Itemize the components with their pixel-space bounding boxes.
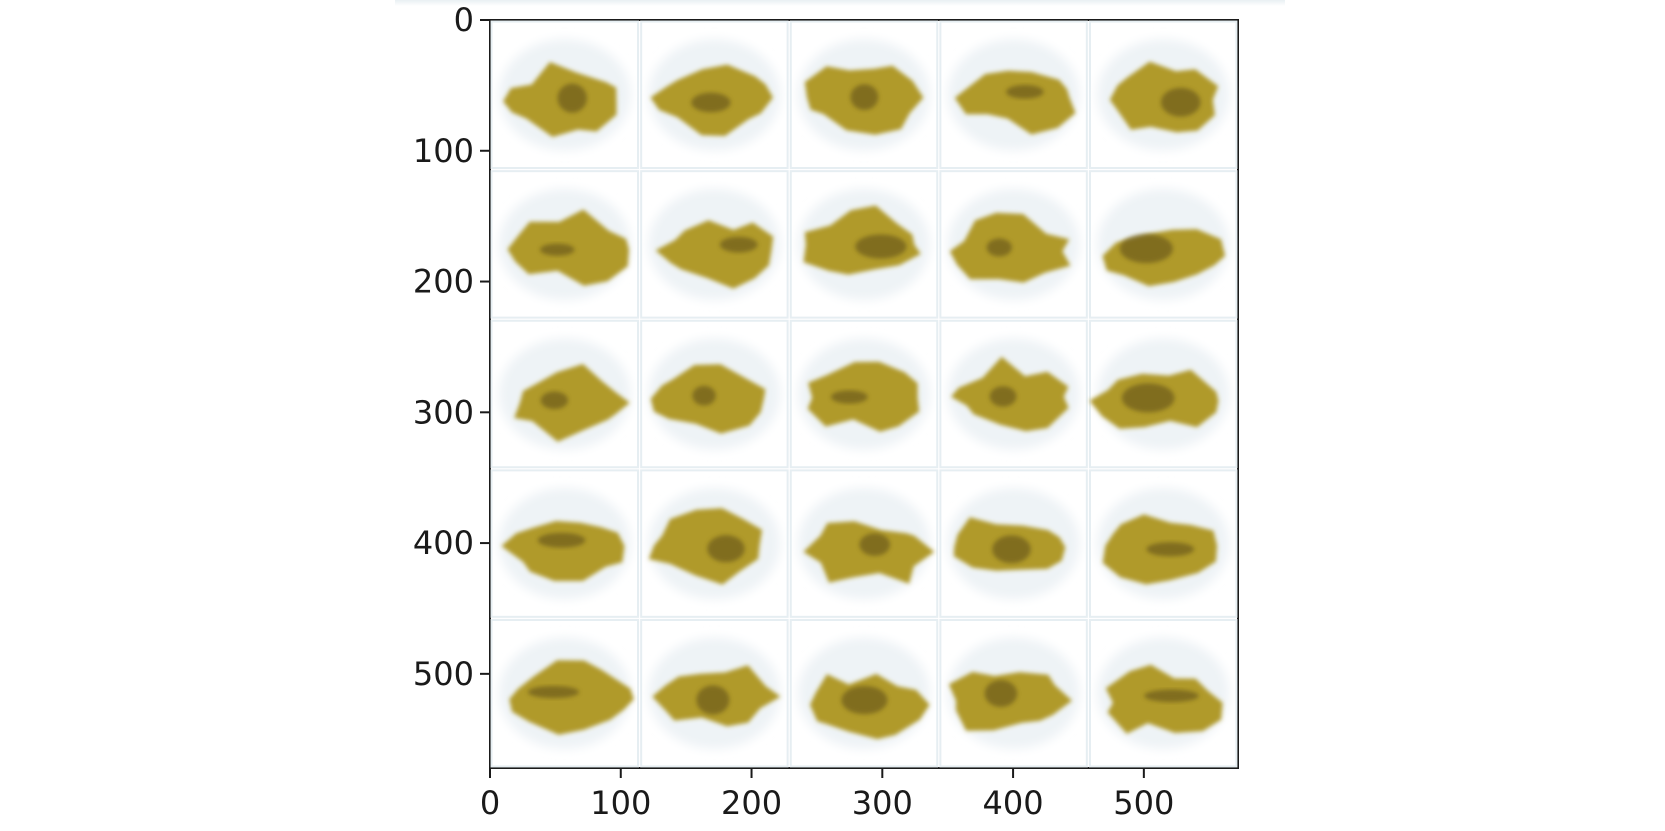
sample-tile — [1088, 618, 1238, 768]
sample-tile — [789, 319, 939, 469]
sample-tile — [1088, 170, 1238, 319]
y-tick-label: 200 — [413, 263, 474, 301]
x-tick-label: 200 — [721, 784, 782, 822]
tile-grid — [490, 20, 1238, 768]
y-tick-label: 400 — [413, 524, 474, 562]
sample-tile — [1088, 469, 1238, 618]
sample-tile — [490, 618, 640, 768]
sample-tile — [939, 618, 1088, 768]
y-tick-label: 100 — [413, 132, 474, 170]
x-tick-label: 300 — [852, 784, 913, 822]
sample-tile — [789, 20, 939, 170]
sample-tile — [939, 469, 1088, 618]
sample-tile — [490, 469, 640, 618]
sample-tile — [789, 469, 939, 618]
y-axis: 0 100 200 300 400 500 — [413, 1, 490, 693]
y-tick-label: 0 — [454, 1, 474, 39]
sample-tile — [1088, 20, 1238, 170]
y-tick-label: 300 — [413, 393, 474, 431]
y-tick-label: 500 — [413, 655, 474, 693]
sample-tile — [640, 618, 789, 768]
sample-tile — [490, 20, 640, 170]
x-tick-label: 100 — [590, 784, 651, 822]
sample-tile — [640, 319, 789, 469]
top-band-decoration — [395, 0, 1285, 6]
sample-tile — [640, 170, 789, 319]
sample-tile — [1088, 319, 1238, 469]
sample-tile — [640, 469, 789, 618]
sample-tile — [789, 170, 939, 319]
sample-tile — [939, 170, 1088, 319]
sample-tile — [490, 319, 640, 469]
sample-tile — [939, 319, 1088, 469]
x-tick-label: 500 — [1113, 784, 1174, 822]
x-tick-label: 0 — [480, 784, 500, 822]
sample-tile — [640, 20, 789, 170]
x-axis: 0 100 200 300 400 500 — [480, 768, 1174, 822]
sample-tile — [789, 618, 939, 768]
sample-tile — [939, 20, 1088, 170]
x-tick-label: 400 — [983, 784, 1044, 822]
sample-tile — [490, 170, 640, 319]
